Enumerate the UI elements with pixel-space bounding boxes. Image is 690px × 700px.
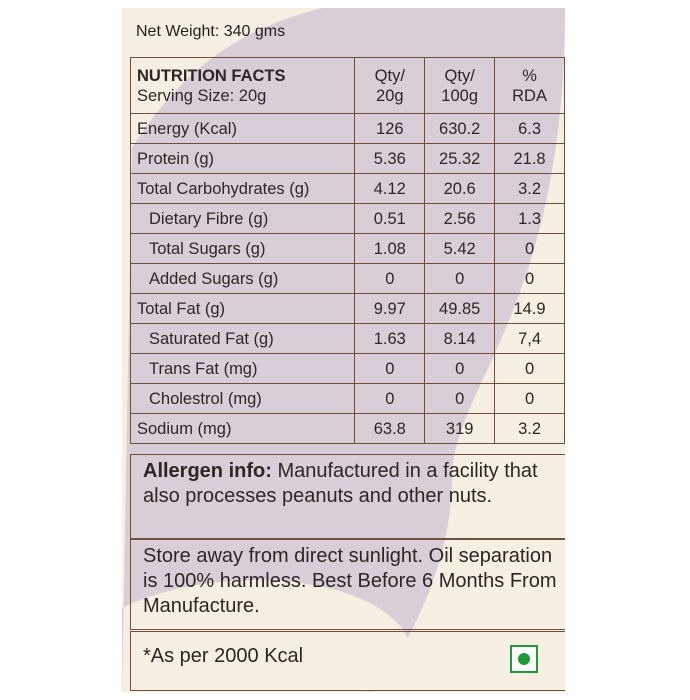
nutrition-table: NUTRITION FACTS Serving Size: 20g Qty/ 20g… bbox=[129, 57, 565, 444]
nutrient-name: Sodium (mg) bbox=[129, 413, 356, 444]
nutrient-row: Saturated Fat (g) 1.63 8.14 7,4 bbox=[129, 323, 565, 354]
footnote-box: *As per 2000 Kcal bbox=[130, 631, 565, 691]
footnote: *As per 2000 Kcal bbox=[143, 645, 304, 667]
table-title: NUTRITION FACTS bbox=[137, 66, 286, 85]
nutrient-row: Cholestrol (mg) 0 0 0 bbox=[129, 383, 565, 414]
nutrient-value: 0 bbox=[424, 263, 496, 294]
nutrient-value: 0.51 bbox=[354, 203, 426, 234]
storage-box: Store away from direct sunlight. Oil sep… bbox=[130, 539, 565, 630]
nutrient-row: Trans Fat (mg) 0 0 0 bbox=[129, 353, 565, 384]
nutrient-value: 4.12 bbox=[354, 173, 426, 204]
net-weight: Net Weight: 340 gms bbox=[136, 23, 286, 40]
nutrient-value: 126 bbox=[354, 113, 426, 144]
nutrient-value: 63.8 bbox=[354, 413, 426, 444]
nutrient-value: 0 bbox=[494, 233, 565, 264]
nutrient-value: 7,4 bbox=[494, 323, 565, 354]
nutrient-row: Total Fat (g) 9.97 49.85 14.9 bbox=[129, 293, 565, 324]
veg-mark bbox=[510, 645, 538, 673]
nutrient-name: Saturated Fat (g) bbox=[129, 323, 356, 354]
nutrient-name: Total Sugars (g) bbox=[129, 233, 356, 264]
nutrient-value: 0 bbox=[494, 263, 565, 294]
header-cell: NUTRITION FACTS Serving Size: 20g bbox=[129, 57, 356, 114]
nutrient-name: Total Fat (g) bbox=[129, 293, 356, 324]
column-header: % RDA bbox=[494, 57, 565, 114]
allergen-text: Manufactured in a facility that also pro… bbox=[143, 460, 538, 507]
nutrient-value: 21.8 bbox=[494, 143, 565, 174]
nutrient-value: 0 bbox=[354, 383, 426, 414]
nutrient-value: 0 bbox=[354, 263, 426, 294]
nutrient-value: 8.14 bbox=[424, 323, 496, 354]
nutrient-value: 14.9 bbox=[494, 293, 565, 324]
nutrient-name: Total Carbohydrates (g) bbox=[129, 173, 356, 204]
header-row: NUTRITION FACTS Serving Size: 20g Qty/ 20g… bbox=[129, 57, 565, 114]
allergen-label: Allergen info: bbox=[143, 460, 272, 482]
nutrient-value: 0 bbox=[424, 383, 496, 414]
nutrient-row: Energy (Kcal) 126 630.2 6.3 bbox=[129, 113, 565, 144]
nutrient-value: 6.3 bbox=[494, 113, 565, 144]
nutrient-value: 5.36 bbox=[354, 143, 426, 174]
nutrient-value: 2.56 bbox=[424, 203, 496, 234]
nutrient-value: 49.85 bbox=[424, 293, 496, 324]
nutrient-value: 319 bbox=[424, 413, 496, 444]
nutrient-value: 3.2 bbox=[494, 413, 565, 444]
nutrient-value: 1.3 bbox=[494, 203, 565, 234]
nutrient-name: Added Sugars (g) bbox=[129, 263, 356, 294]
nutrient-name: Dietary Fibre (g) bbox=[129, 203, 356, 234]
nutrient-name: Energy (Kcal) bbox=[129, 113, 356, 144]
nutrient-value: 0 bbox=[494, 353, 565, 384]
nutrient-value: 0 bbox=[424, 353, 496, 384]
nutrient-name: Cholestrol (mg) bbox=[129, 383, 356, 414]
nutrient-value: 25.32 bbox=[424, 143, 496, 174]
nutrient-row: Sodium (mg) 63.8 319 3.2 bbox=[129, 413, 565, 444]
nutrient-value: 3.2 bbox=[494, 173, 565, 204]
nutrient-row: Added Sugars (g) 0 0 0 bbox=[129, 263, 565, 294]
nutrient-name: Protein (g) bbox=[129, 143, 356, 174]
nutrient-row: Dietary Fibre (g) 0.51 2.56 1.3 bbox=[129, 203, 565, 234]
nutrient-row: Protein (g) 5.36 25.32 21.8 bbox=[129, 143, 565, 174]
nutrient-value: 5.42 bbox=[424, 233, 496, 264]
nutrient-value: 0 bbox=[494, 383, 565, 414]
nutrient-value: 9.97 bbox=[354, 293, 426, 324]
allergen-box: Allergen info: Manufactured in a facilit… bbox=[130, 454, 565, 539]
column-header: Qty/ 20g bbox=[354, 57, 426, 114]
nutrient-name: Trans Fat (mg) bbox=[129, 353, 356, 384]
column-header: Qty/ 100g bbox=[424, 57, 496, 114]
veg-dot bbox=[518, 653, 530, 665]
nutrient-row: Total Carbohydrates (g) 4.12 20.6 3.2 bbox=[129, 173, 565, 204]
nutrient-value: 0 bbox=[354, 353, 426, 384]
nutrient-row: Total Sugars (g) 1.08 5.42 0 bbox=[129, 233, 565, 264]
nutrient-value: 630.2 bbox=[424, 113, 496, 144]
serving-size: Serving Size: 20g bbox=[137, 86, 267, 105]
nutrient-value: 1.63 bbox=[354, 323, 426, 354]
nutrient-value: 20.6 bbox=[424, 173, 496, 204]
nutrient-value: 1.08 bbox=[354, 233, 426, 264]
nutrition-label: Net Weight: 340 gms NUTRITION FACTS Servi… bbox=[122, 8, 565, 692]
